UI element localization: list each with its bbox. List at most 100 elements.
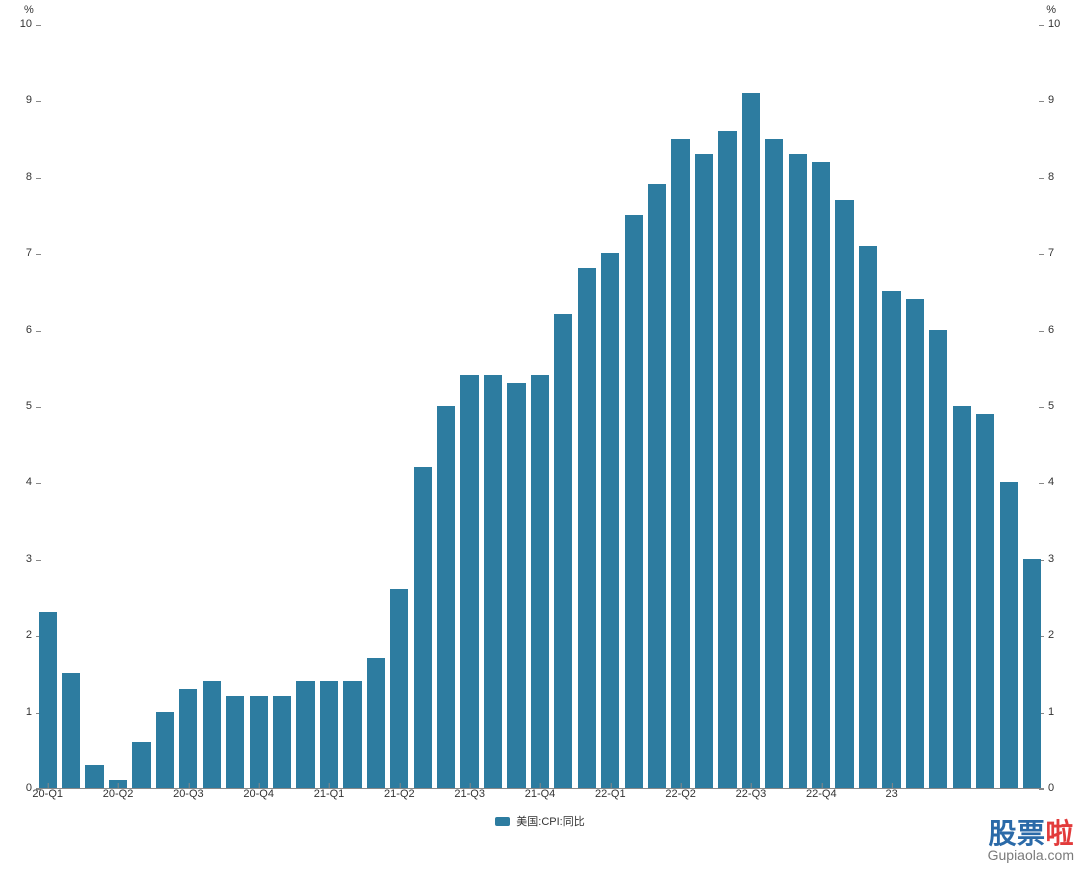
- y-axis-unit-right: %: [1046, 4, 1056, 16]
- bar-slot: [692, 24, 715, 788]
- y-tick-label-left: 10: [16, 18, 32, 30]
- bar-slot: [599, 24, 622, 788]
- y-tick-label-left: 3: [16, 553, 32, 565]
- bar: [835, 200, 853, 788]
- bar-slot: [997, 24, 1020, 788]
- y-tick-label-right: 3: [1048, 553, 1068, 565]
- bar: [343, 681, 361, 788]
- x-tick-label: 21-Q1: [314, 788, 345, 800]
- bar: [39, 612, 57, 788]
- bar: [507, 383, 525, 788]
- x-tick: 22-Q2: [665, 788, 696, 800]
- bar: [320, 681, 338, 788]
- x-tick-label: 20-Q2: [103, 788, 134, 800]
- y-tick-label-left: 4: [16, 476, 32, 488]
- bar-slot: [224, 24, 247, 788]
- x-tick: 22-Q4: [806, 788, 837, 800]
- bar: [250, 696, 268, 788]
- x-tick-label: 21-Q4: [525, 788, 556, 800]
- x-tick-label: 20-Q4: [243, 788, 274, 800]
- x-tick: 20-Q4: [243, 788, 274, 800]
- bar: [976, 414, 994, 788]
- bar: [273, 696, 291, 788]
- bar-slot: [528, 24, 551, 788]
- x-tick-label: 20-Q1: [32, 788, 63, 800]
- y-tick-label-right: 0: [1048, 782, 1068, 794]
- bar-slot: [950, 24, 973, 788]
- bar-slot: [622, 24, 645, 788]
- bar-slot: [645, 24, 668, 788]
- bar: [718, 131, 736, 788]
- x-tick-label: 22-Q2: [665, 788, 696, 800]
- bar: [531, 375, 549, 788]
- bar-slot: [270, 24, 293, 788]
- bar: [625, 215, 643, 788]
- bar-slot: [200, 24, 223, 788]
- bar-slot: [59, 24, 82, 788]
- y-tick-label-left: 0: [16, 782, 32, 794]
- y-tick-label-right: 9: [1048, 94, 1068, 106]
- bar-slot: [130, 24, 153, 788]
- bar: [578, 268, 596, 788]
- y-tick-label-right: 1: [1048, 706, 1068, 718]
- y-tick-label-left: 9: [16, 94, 32, 106]
- bar-slot: [927, 24, 950, 788]
- bar: [203, 681, 221, 788]
- bar-slot: [177, 24, 200, 788]
- bar: [695, 154, 713, 788]
- cpi-bar-chart: % % 001122334455667788991010 20-Q120-Q22…: [0, 0, 1080, 869]
- bar-slot: [880, 24, 903, 788]
- y-tick-label-left: 6: [16, 324, 32, 336]
- bar-slot: [106, 24, 129, 788]
- bar-slot: [716, 24, 739, 788]
- bar-slot: [434, 24, 457, 788]
- bar: [859, 246, 877, 788]
- bar: [554, 314, 572, 788]
- y-tick-label-right: 10: [1048, 18, 1068, 30]
- bar-slot: [341, 24, 364, 788]
- legend-swatch: [495, 817, 510, 826]
- bar-slot: [36, 24, 59, 788]
- bar-slot: [294, 24, 317, 788]
- bar-slot: [786, 24, 809, 788]
- bar: [367, 658, 385, 788]
- bar: [62, 673, 80, 788]
- bar-slot: [833, 24, 856, 788]
- y-tick-label-left: 7: [16, 247, 32, 259]
- y-tick-label-right: 7: [1048, 247, 1068, 259]
- bar-slot: [669, 24, 692, 788]
- bar-slot: [739, 24, 762, 788]
- bar: [156, 712, 174, 788]
- x-tick-label: 22-Q3: [736, 788, 767, 800]
- bar-slot: [247, 24, 270, 788]
- bar-series: [36, 24, 1044, 788]
- y-tick-label-left: 5: [16, 400, 32, 412]
- y-tick-label-right: 4: [1048, 476, 1068, 488]
- x-tick: 20-Q1: [32, 788, 63, 800]
- bar: [906, 299, 924, 788]
- y-axis-unit-left: %: [24, 4, 34, 16]
- bar-slot: [317, 24, 340, 788]
- bar: [671, 139, 689, 788]
- x-tick: 23: [886, 788, 898, 800]
- bar: [812, 162, 830, 788]
- bar: [132, 742, 150, 788]
- x-tick-label: 21-Q3: [454, 788, 485, 800]
- bar-slot: [411, 24, 434, 788]
- legend-label: 美国:CPI:同比: [516, 813, 584, 829]
- bar-slot: [458, 24, 481, 788]
- bar: [953, 406, 971, 788]
- y-tick-label-right: 2: [1048, 629, 1068, 641]
- x-tick-label: 21-Q2: [384, 788, 415, 800]
- bar-slot: [1020, 24, 1043, 788]
- x-tick: 21-Q1: [314, 788, 345, 800]
- bar: [437, 406, 455, 788]
- chart-legend: 美国:CPI:同比: [0, 813, 1080, 829]
- x-tick: 21-Q2: [384, 788, 415, 800]
- bar: [648, 184, 666, 788]
- y-tick-label-right: 8: [1048, 171, 1068, 183]
- x-tick-label: 23: [886, 788, 898, 800]
- bar-slot: [903, 24, 926, 788]
- y-tick-label-left: 8: [16, 171, 32, 183]
- bar-slot: [763, 24, 786, 788]
